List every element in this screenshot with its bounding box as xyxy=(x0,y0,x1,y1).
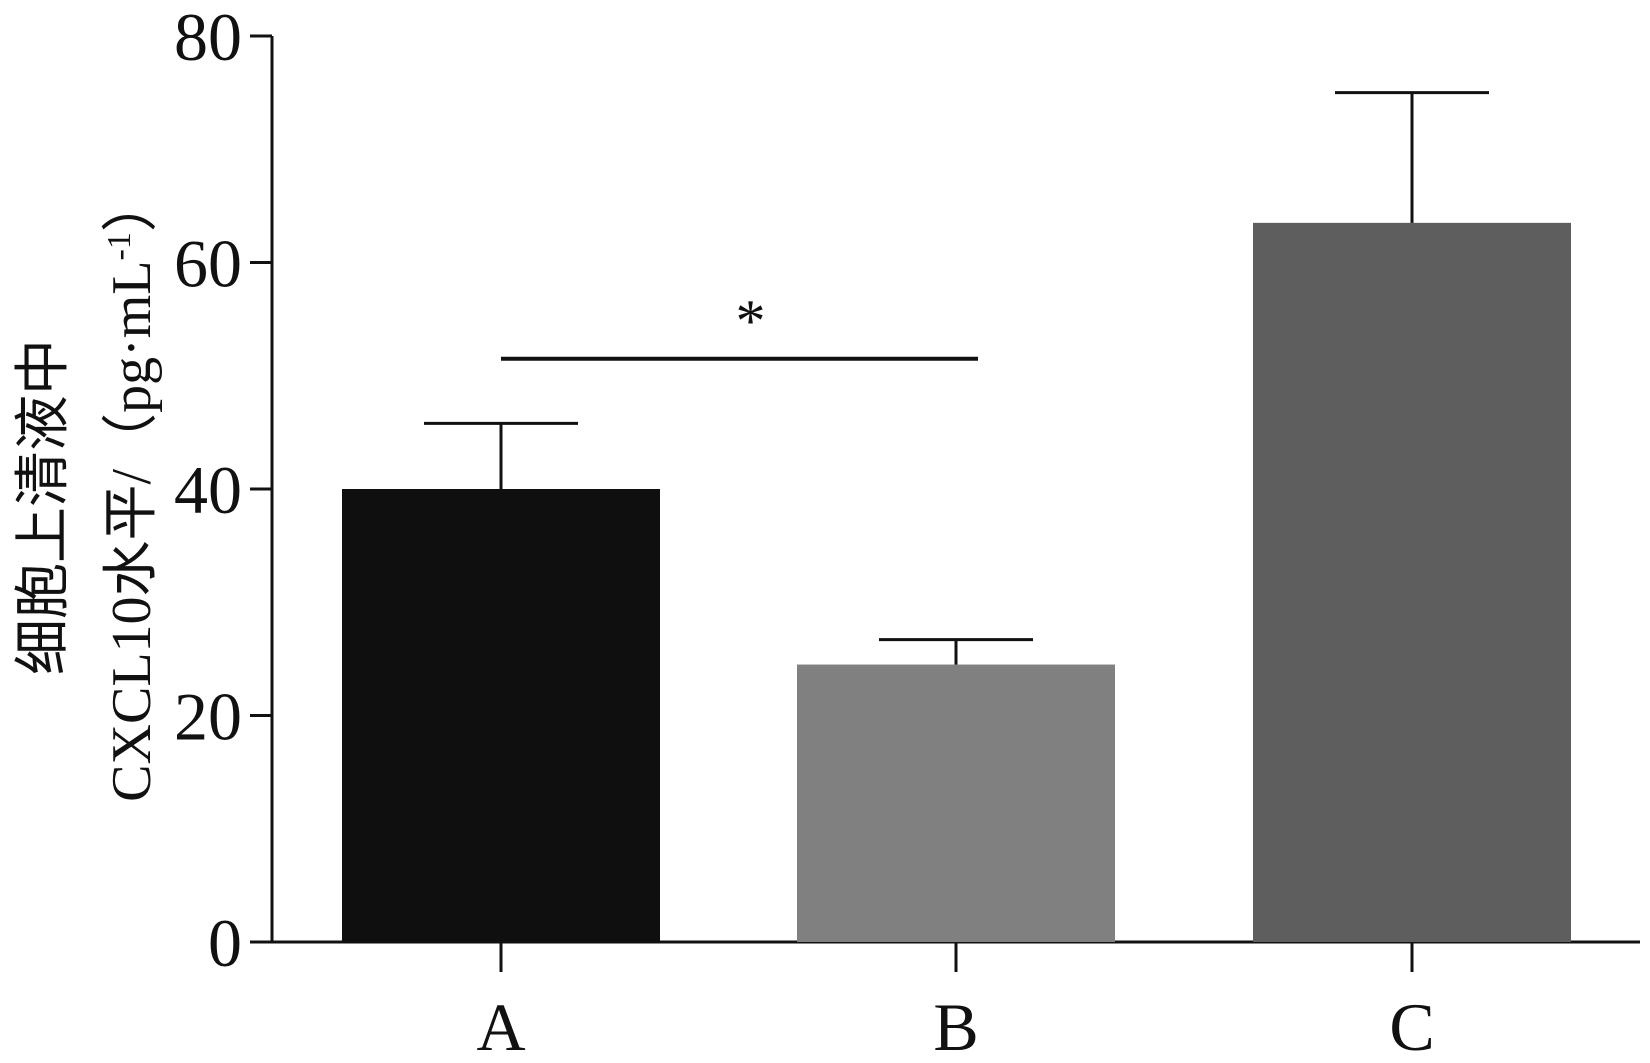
bar-B xyxy=(797,664,1115,942)
bars xyxy=(342,222,1571,943)
significance-asterisk: * xyxy=(736,288,766,354)
y-label-superscript: -1 xyxy=(101,232,138,260)
y-axis-ticks: 0 20 40 60 80 xyxy=(174,0,272,981)
significance-annotations: * xyxy=(501,288,978,361)
y-label-rotated: 细胞上清液中 CXCL10水平/（pg·mL-1） xyxy=(13,176,163,802)
y-tick-label: 60 xyxy=(174,226,242,302)
y-tick-label: 80 xyxy=(174,0,242,75)
y-label-close-paren: ） xyxy=(101,176,163,232)
x-tick-label: A xyxy=(476,989,525,1063)
y-tick-label: 0 xyxy=(208,905,242,981)
bar-A xyxy=(342,489,660,942)
bar-C xyxy=(1253,222,1571,943)
x-tick-label: C xyxy=(1389,989,1434,1063)
y-tick-label: 20 xyxy=(174,679,242,755)
y-axis-label: 细胞上清液中 CXCL10水平/（pg·mL-1） xyxy=(13,176,163,802)
error-bars xyxy=(424,91,1489,665)
y-tick-label: 40 xyxy=(174,452,242,528)
x-tick-label: B xyxy=(933,989,978,1063)
y-label-line1: 细胞上清液中 xyxy=(13,339,75,675)
y-label-main: CXCL10水平/（pg·mL xyxy=(101,261,163,802)
y-label-line2: CXCL10水平/（pg·mL-1） xyxy=(101,176,163,802)
x-axis-ticks: A B C xyxy=(476,942,1435,1063)
